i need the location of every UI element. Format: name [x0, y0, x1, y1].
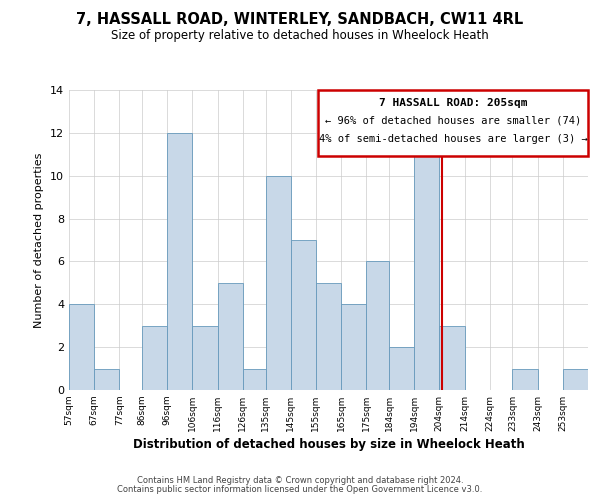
Text: Contains public sector information licensed under the Open Government Licence v3: Contains public sector information licen…: [118, 485, 482, 494]
X-axis label: Distribution of detached houses by size in Wheelock Heath: Distribution of detached houses by size …: [133, 438, 524, 451]
Bar: [193, 326, 218, 390]
Bar: [316, 283, 341, 390]
Text: 7, HASSALL ROAD, WINTERLEY, SANDBACH, CW11 4RL: 7, HASSALL ROAD, WINTERLEY, SANDBACH, CW…: [76, 12, 524, 28]
Bar: [291, 240, 316, 390]
Bar: [414, 154, 439, 390]
Bar: [218, 283, 243, 390]
Bar: [94, 368, 119, 390]
Bar: [563, 368, 588, 390]
Bar: [69, 304, 94, 390]
Text: 7 HASSALL ROAD: 205sqm: 7 HASSALL ROAD: 205sqm: [379, 98, 527, 108]
Text: Size of property relative to detached houses in Wheelock Heath: Size of property relative to detached ho…: [111, 29, 489, 42]
Bar: [366, 262, 389, 390]
Bar: [167, 133, 193, 390]
Bar: [266, 176, 291, 390]
Text: ← 96% of detached houses are smaller (74): ← 96% of detached houses are smaller (74…: [325, 116, 581, 126]
FancyBboxPatch shape: [318, 90, 588, 156]
Bar: [512, 368, 538, 390]
Bar: [243, 368, 266, 390]
Bar: [439, 326, 464, 390]
Bar: [341, 304, 366, 390]
Text: Contains HM Land Registry data © Crown copyright and database right 2024.: Contains HM Land Registry data © Crown c…: [137, 476, 463, 485]
Text: 4% of semi-detached houses are larger (3) →: 4% of semi-detached houses are larger (3…: [319, 134, 587, 144]
Bar: [389, 347, 414, 390]
Y-axis label: Number of detached properties: Number of detached properties: [34, 152, 44, 328]
Bar: [142, 326, 167, 390]
